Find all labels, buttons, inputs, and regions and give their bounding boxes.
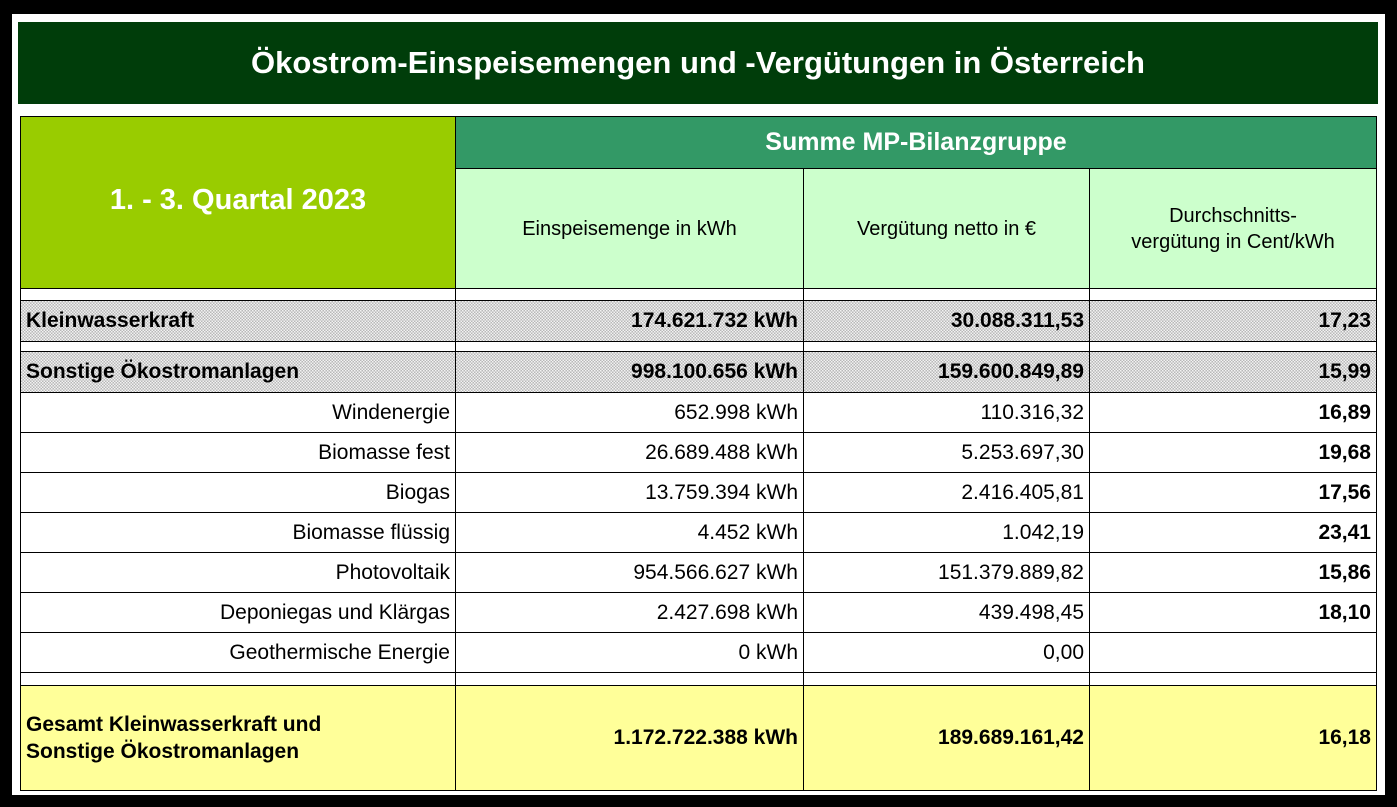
value-cell: 16,89 xyxy=(1089,392,1377,433)
value-cell: 30.088.311,53 xyxy=(803,300,1090,342)
row-label: Biogas xyxy=(20,472,456,513)
spacer xyxy=(455,672,804,686)
value-cell: 15,99 xyxy=(1089,351,1377,393)
value-cell: 19,68 xyxy=(1089,432,1377,473)
value-cell: 4.452 kWh xyxy=(455,512,804,553)
value-cell: 0 kWh xyxy=(455,632,804,673)
spacer xyxy=(1089,672,1377,686)
column-header: Einspeisemenge in kWh xyxy=(455,168,804,289)
value-cell: 2.427.698 kWh xyxy=(455,592,804,633)
value-cell: 18,10 xyxy=(1089,592,1377,633)
value-cell: 26.689.488 kWh xyxy=(455,432,804,473)
value-cell: 1.172.722.388 kWh xyxy=(455,685,804,791)
value-cell: 151.379.889,82 xyxy=(803,552,1090,593)
value-cell: 174.621.732 kWh xyxy=(455,300,804,342)
value-cell: 5.253.697,30 xyxy=(803,432,1090,473)
row-label: Biomasse flüssig xyxy=(20,512,456,553)
row-label: Windenergie xyxy=(20,392,456,433)
column-header: Durchschnitts- vergütung in Cent/kWh xyxy=(1089,168,1377,289)
row-label: Deponiegas und Klärgas xyxy=(20,592,456,633)
value-cell: 15,86 xyxy=(1089,552,1377,593)
value-cell: 1.042,19 xyxy=(803,512,1090,553)
value-cell: 439.498,45 xyxy=(803,592,1090,633)
period-header: 1. - 3. Quartal 2023 xyxy=(20,116,456,289)
value-cell: 110.316,32 xyxy=(803,392,1090,433)
value-cell: 954.566.627 kWh xyxy=(455,552,804,593)
row-label: Geothermische Energie xyxy=(20,632,456,673)
value-cell: 189.689.161,42 xyxy=(803,685,1090,791)
value-cell: 13.759.394 kWh xyxy=(455,472,804,513)
spacer xyxy=(803,672,1090,686)
row-label: Sonstige Ökostromanlagen xyxy=(20,351,456,393)
row-label: Biomasse fest xyxy=(20,432,456,473)
row-label: Photovoltaik xyxy=(20,552,456,593)
value-cell: 17,23 xyxy=(1089,300,1377,342)
value-cell xyxy=(1089,632,1377,673)
column-header: Vergütung netto in € xyxy=(803,168,1090,289)
value-cell: 23,41 xyxy=(1089,512,1377,553)
value-cell: 159.600.849,89 xyxy=(803,351,1090,393)
value-cell: 0,00 xyxy=(803,632,1090,673)
value-cell: 652.998 kWh xyxy=(455,392,804,433)
row-label: Gesamt Kleinwasserkraft und Sonstige Öko… xyxy=(20,685,456,791)
spacer xyxy=(20,672,456,686)
value-cell: 2.416.405,81 xyxy=(803,472,1090,513)
value-cell: 998.100.656 kWh xyxy=(455,351,804,393)
row-label: Kleinwasserkraft xyxy=(20,300,456,342)
value-cell: 17,56 xyxy=(1089,472,1377,513)
group-header: Summe MP-Bilanzgruppe xyxy=(455,116,1377,169)
value-cell: 16,18 xyxy=(1089,685,1377,791)
title: Ökostrom-Einspeisemengen und -Vergütunge… xyxy=(18,22,1378,104)
